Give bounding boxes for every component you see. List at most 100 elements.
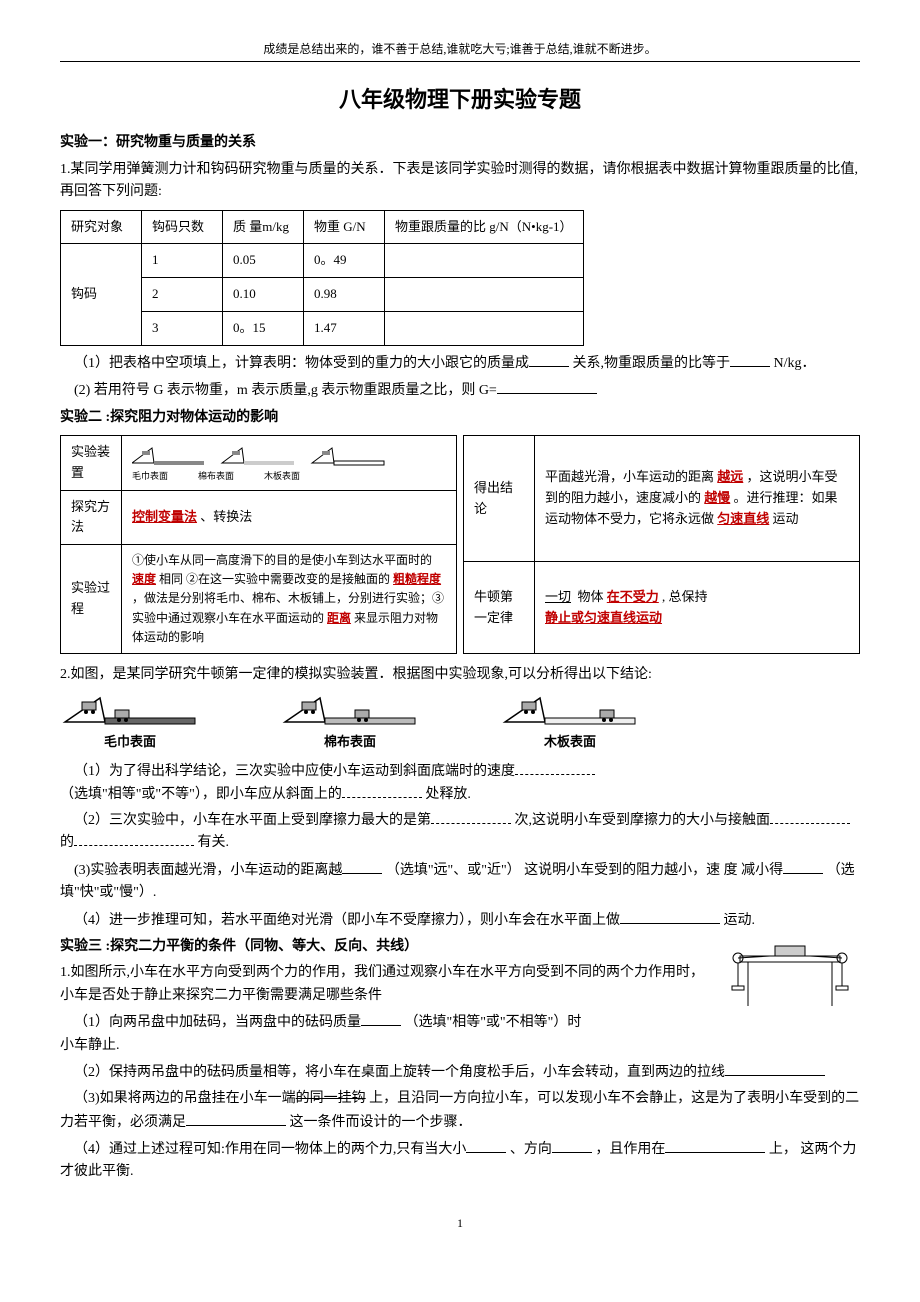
- exp2-q1: （1）为了得出科学结论，三次实验中应使小车运动到斜面底端时的速度 （选填"相等"…: [60, 761, 860, 806]
- process-cell: ①使小车从同一高度滑下的目的是使小车到达水平面时的 速度 相同 ②在这一实验中需…: [122, 545, 457, 654]
- exp2-q4: （4）进一步推理可知，若水平面绝对光滑（即小车不受摩擦力），则小车会在水平面上做…: [60, 909, 860, 932]
- text: 运动: [773, 511, 799, 526]
- page-number: 1: [60, 1214, 860, 1233]
- text: （3)如果将两边的吊盘挂在小车一端: [74, 1091, 296, 1106]
- conclusion-cell: 平面越光滑，小车运动的距离 越远 ，这说明小车受到的阻力越小，速度减小的 越慢 …: [535, 435, 860, 562]
- text: 运动.: [724, 913, 756, 928]
- red-text: 速度: [132, 572, 156, 586]
- text: 平面越光滑，小车运动的距离: [545, 469, 714, 484]
- label: 实验过程: [61, 545, 122, 654]
- surface-block: 棉布表面: [280, 690, 420, 753]
- text: 1.如图所示,小车在水平方向受到两个力的作用，我们通过观察小车在水平方向受到不同…: [60, 965, 704, 1002]
- text: 关系,物重跟质量的比等于: [573, 356, 731, 371]
- surface-diagram: [500, 690, 640, 730]
- exp2-heading: 实验二 :探究阻力对物体运动的影响: [60, 407, 860, 429]
- cell: 1: [142, 244, 223, 278]
- text: （2）保持两吊盘中的砝码质量相等，将小车在桌面上旋转一个角度松手后，小车会转动，…: [74, 1065, 725, 1080]
- th-count: 钩码只数: [142, 210, 223, 244]
- law-cell: 一切 物体 在不受力 , 总保持 静止或匀速直线运动: [535, 562, 860, 654]
- label: 得出结论: [464, 435, 535, 562]
- exp1-q1: （1）把表格中空项填上，计算表明：物体受到的重力的大小跟它的质量成 关系,物重跟…: [60, 352, 860, 375]
- label: 木板表面: [264, 469, 300, 483]
- text: (2) 若用符号 G 表示物重，m 表示质量,g 表示物重跟质量之比，则 G=: [74, 383, 497, 398]
- exp3-q4: （4）通过上述过程可知:作用在同一物体上的两个力,只有当大小 、方向 ，且作用在…: [60, 1138, 860, 1184]
- cell: 0.05: [223, 244, 304, 278]
- text: (3)实验表明表面越光滑，小车运动的距离越: [74, 863, 342, 878]
- method-cell: 控制变量法 、转换法: [122, 490, 457, 545]
- cell: 0。49: [304, 244, 385, 278]
- text: （选填"远"、或"近"） 这说明小车受到的阻力越小，速 度 减小得: [386, 863, 783, 878]
- text: 一切: [545, 589, 571, 604]
- surface-diagram: [280, 690, 420, 730]
- exp3-q1: （1）向两吊盘中加砝码，当两盘中的砝码质量 （选填"相等"或"不相等"）时 小车…: [60, 1011, 860, 1057]
- cell: 2: [142, 278, 223, 312]
- surface-label: 棉布表面: [324, 734, 376, 749]
- text: （4）通过上述过程可知:作用在同一物体上的两个力,只有当大小: [74, 1142, 466, 1157]
- surface-label: 木板表面: [544, 734, 596, 749]
- balance-diagram: [720, 936, 860, 1016]
- text: 、转换法: [197, 509, 252, 524]
- page-header: 成绩是总结出来的，谁不善于总结,谁就吃大亏;谁善于总结,谁就不断进步。: [60, 40, 860, 62]
- th-mass: 质 量m/kg: [223, 210, 304, 244]
- surface-label: 毛巾表面: [104, 734, 156, 749]
- text: 物体: [578, 589, 604, 604]
- text: （4）进一步推理可知，若水平面绝对光滑（即小车不受摩擦力），则小车会在水平面上做: [74, 913, 620, 928]
- red-text: 越远: [717, 469, 743, 484]
- exp1-intro: 1.某同学用弹簧测力计和钩码研究物重与质量的关系．下表是该同学实验时测得的数据，…: [60, 159, 860, 204]
- exp3-heading: 实验三 :探究二力平衡的条件（同物、等大、反向、共线）: [60, 939, 418, 954]
- surface-diagram: [60, 690, 200, 730]
- device-cell: 毛巾表面 棉布表面 木板表面: [122, 435, 457, 490]
- red-text: 匀速直线: [717, 511, 769, 526]
- text: 小车静止.: [60, 1038, 120, 1053]
- text: ①使小车从同一高度滑下的目的是使小车到达水平面时的: [132, 553, 432, 567]
- strike-text: 的同一挂钩: [296, 1091, 366, 1106]
- cell: 3: [142, 311, 223, 345]
- text: （2）三次实验中，小车在水平面上受到摩擦力最大的是第: [74, 813, 431, 828]
- text: 次,这说明小车受到摩擦力的大小与接触面: [515, 813, 771, 828]
- text: 有关.: [198, 835, 230, 850]
- exp1-table: 研究对象 钩码只数 质 量m/kg 物重 G/N 物重跟质量的比 g/N（N•k…: [60, 210, 584, 346]
- surface-block: 毛巾表面: [60, 690, 200, 753]
- text: 处释放.: [425, 787, 471, 802]
- exp3-q2: （2）保持两吊盘中的砝码质量相等，将小车在桌面上旋转一个角度松手后，小车会转动，…: [60, 1061, 860, 1084]
- exp2-q3: (3)实验表明表面越光滑，小车运动的距离越 （选填"远"、或"近"） 这说明小车…: [60, 859, 860, 905]
- red-text: 距离: [327, 611, 351, 625]
- text: ，且作用在: [595, 1142, 665, 1157]
- text: （1）为了得出科学结论，三次实验中应使小车运动到斜面底端时的速度: [74, 764, 515, 779]
- cell: 0.98: [304, 278, 385, 312]
- text: （1）向两吊盘中加砝码，当两盘中的砝码质量: [74, 1015, 361, 1030]
- cell: 0。15: [223, 311, 304, 345]
- exp1-heading: 实验一：研究物重与质量的关系: [60, 132, 860, 154]
- text: （选填"相等"或"不等"），即小车应从斜面上的: [60, 787, 342, 802]
- red-text: 在不受力: [607, 589, 659, 604]
- surface-block: 木板表面: [500, 690, 640, 753]
- th-ratio: 物重跟质量的比 g/N（N•kg-1）: [385, 210, 584, 244]
- text: , 总保持: [662, 589, 708, 604]
- cell: [385, 311, 584, 345]
- label: 毛巾表面: [132, 469, 168, 483]
- text: 相同 ②在这一实验中需要改变的是接触面的: [159, 572, 390, 586]
- cell: [385, 244, 584, 278]
- cell: 1.47: [304, 311, 385, 345]
- label: 实验装置: [61, 435, 122, 490]
- text: 的: [60, 835, 74, 850]
- label: 探究方法: [61, 490, 122, 545]
- exp2-tables: 实验装置 毛巾表面 棉布表面 木板表面 探究方法 控制变量法 、转换法: [60, 429, 860, 660]
- cell: [385, 278, 584, 312]
- exp3-q3: （3)如果将两边的吊盘挂在小车一端的同一挂钩 上，且沿同一方向拉小车，可以发现小…: [60, 1088, 860, 1134]
- surfaces-row: 毛巾表面 棉布表面 木板表面: [60, 690, 860, 753]
- text: （1）把表格中空项填上，计算表明：物体受到的重力的大小跟它的质量成: [74, 356, 529, 371]
- text: N/kg．: [774, 356, 816, 371]
- exp2-q2-intro: 2.如图，是某同学研究牛顿第一定律的模拟实验装置．根据图中实验现象,可以分析得出…: [60, 664, 860, 686]
- red-text: 静止或匀速直线运动: [545, 610, 662, 625]
- document-title: 八年级物理下册实验专题: [60, 82, 860, 117]
- label: 棉布表面: [198, 469, 234, 483]
- exp1-q2: (2) 若用符号 G 表示物重，m 表示质量,g 表示物重跟质量之比，则 G=: [60, 379, 860, 402]
- exp2-q2: （2）三次实验中，小车在水平面上受到摩擦力最大的是第 次,这说明小车受到摩擦力的…: [60, 810, 860, 855]
- label: 牛顿第一定律: [464, 562, 535, 654]
- cell: 0.10: [223, 278, 304, 312]
- text: （选填"相等"或"不相等"）时: [405, 1015, 582, 1030]
- red-text: 控制变量法: [132, 509, 197, 524]
- text: 这一条件而设计的一个步骤．: [290, 1115, 472, 1130]
- text: 、方向: [510, 1142, 552, 1157]
